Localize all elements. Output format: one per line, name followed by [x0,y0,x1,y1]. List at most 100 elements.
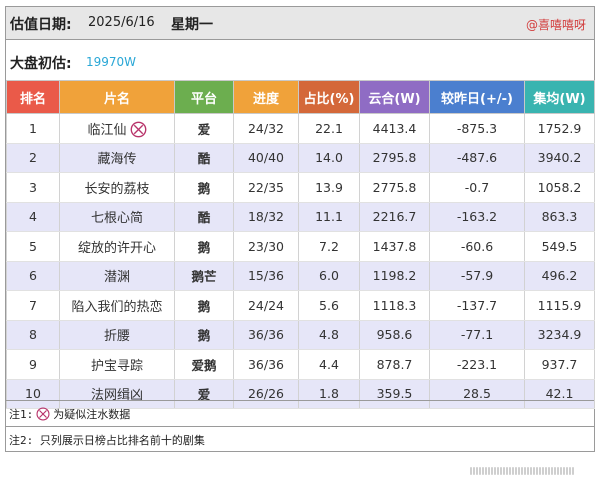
cell-avg: 1058.2 [524,172,595,203]
cell-progress: 15/36 [233,261,299,291]
cell-avg: 496.2 [524,261,595,291]
cell-avg: 1752.9 [524,113,595,144]
cell-progress: 40/40 [233,143,299,173]
cell-avg: 3940.2 [524,143,595,173]
cell-yunhe: 958.6 [359,320,430,350]
cell-rank: 5 [6,231,60,262]
cell-yunhe: 4413.4 [359,113,430,144]
cell-title: 藏海传 [59,143,175,173]
date-value: 2025/6/16 [88,15,155,30]
table-row: 7 陷入我们的热恋 鹅 24/24 5.6 1118.3 -137.7 1115… [6,290,595,321]
cell-share: 22.1 [298,113,360,144]
market-label: 大盘初估: [10,56,72,72]
cell-yunhe: 2216.7 [359,202,430,232]
cell-progress: 36/36 [233,349,299,380]
cell-change: 28.5 [429,379,525,409]
cell-platform: 爱 [174,113,234,144]
table-row: 10 法网缉凶 爱 26/26 1.8 359.5 28.5 42.1 [6,379,595,409]
col-header-change: 较昨日(+/-) [429,80,525,114]
author-watermark: @喜嘻嘻呀 [525,18,586,32]
cell-progress: 24/32 [233,113,299,144]
cell-rank: 4 [6,202,60,232]
table-row: 1 临江仙 爱 24/32 22.1 4413.4 -875.3 1752.9 [6,113,595,144]
date-label: 估值日期: [10,17,72,33]
cell-share: 11.1 [298,202,360,232]
table-row: 2 藏海传 酷 40/40 14.0 2795.8 -487.6 3940.2 [6,143,595,173]
cell-change: -0.7 [429,172,525,203]
cell-platform: 鹅芒 [174,261,234,291]
cell-platform: 鹅 [174,290,234,321]
cell-share: 1.8 [298,379,360,409]
cell-avg: 937.7 [524,349,595,380]
cell-share: 4.8 [298,320,360,350]
cell-yunhe: 878.7 [359,349,430,380]
cell-share: 5.6 [298,290,360,321]
table-row: 3 长安的荔枝 鹅 22/35 13.9 2775.8 -0.7 1058.2 [6,172,595,203]
cell-rank: 3 [6,172,60,203]
cell-change: -163.2 [429,202,525,232]
cell-progress: 22/35 [233,172,299,203]
cell-yunhe: 2775.8 [359,172,430,203]
cell-yunhe: 359.5 [359,379,430,409]
cell-title: 绽放的许开心 [59,231,175,262]
cell-change: -223.1 [429,349,525,380]
header-bar: 估值日期: 2025/6/16 星期一 @喜嘻嘻呀 [6,7,594,40]
cell-avg: 3234.9 [524,320,595,350]
table-row: 5 绽放的许开心 鹅 23/30 7.2 1437.8 -60.6 549.5 [6,231,595,262]
cell-avg: 863.3 [524,202,595,232]
table-row: 9 护宝寻踪 爱鹅 36/36 4.4 878.7 -223.1 937.7 [6,349,595,380]
col-header-progress: 进度 [233,80,299,114]
cell-platform: 爱 [174,379,234,409]
cell-rank: 8 [6,320,60,350]
cell-avg: 42.1 [524,379,595,409]
cell-share: 4.4 [298,349,360,380]
cell-share: 6.0 [298,261,360,291]
cell-change: -487.6 [429,143,525,173]
cell-title: 护宝寻踪 [59,349,175,380]
note-1-prefix: 注1: [9,408,34,421]
cell-platform: 鹅 [174,231,234,262]
cell-platform: 鹅 [174,172,234,203]
market-value: 19970W [86,55,137,69]
col-header-title: 片名 [59,80,175,114]
cell-yunhe: 1437.8 [359,231,430,262]
col-header-avg: 集均(W) [524,80,595,114]
cell-progress: 36/36 [233,320,299,350]
note-2: 注2: 只列展示日榜占比排名前十的剧集 [6,426,594,451]
cell-platform: 酷 [174,202,234,232]
note-2-text: 注2: 只列展示日榜占比排名前十的剧集 [9,434,205,447]
cell-platform: 酷 [174,143,234,173]
col-header-rank: 排名 [6,80,60,114]
cell-rank: 9 [6,349,60,380]
page-indicator-dots [470,465,576,477]
cell-share: 14.0 [298,143,360,173]
suspected-fake-data-icon [36,407,50,421]
cell-platform: 爱鹅 [174,349,234,380]
cell-title: 法网缉凶 [59,379,175,409]
cell-title: 临江仙 [59,113,175,144]
note-1: 注1: 为疑似注水数据 [6,400,594,426]
cell-platform: 鹅 [174,320,234,350]
market-estimate: 大盘初估: 19970W [6,51,594,77]
cell-progress: 26/26 [233,379,299,409]
cell-change: -875.3 [429,113,525,144]
cell-progress: 18/32 [233,202,299,232]
cell-rank: 10 [6,379,60,409]
col-header-share: 占比(%) [298,80,360,114]
cell-rank: 2 [6,143,60,173]
cell-progress: 23/30 [233,231,299,262]
cell-title: 折腰 [59,320,175,350]
cell-title: 七根心简 [59,202,175,232]
cell-yunhe: 2795.8 [359,143,430,173]
weekday-label: 星期一 [171,17,213,33]
suspected-fake-data-icon [130,121,146,138]
cell-rank: 7 [6,290,60,321]
cell-change: -77.1 [429,320,525,350]
table-row: 6 潜渊 鹅芒 15/36 6.0 1198.2 -57.9 496.2 [6,261,595,291]
title-text: 临江仙 [87,122,127,138]
cell-avg: 1115.9 [524,290,595,321]
cell-rank: 1 [6,113,60,144]
table-row: 8 折腰 鹅 36/36 4.8 958.6 -77.1 3234.9 [6,320,595,350]
cell-share: 7.2 [298,231,360,262]
cell-avg: 549.5 [524,231,595,262]
